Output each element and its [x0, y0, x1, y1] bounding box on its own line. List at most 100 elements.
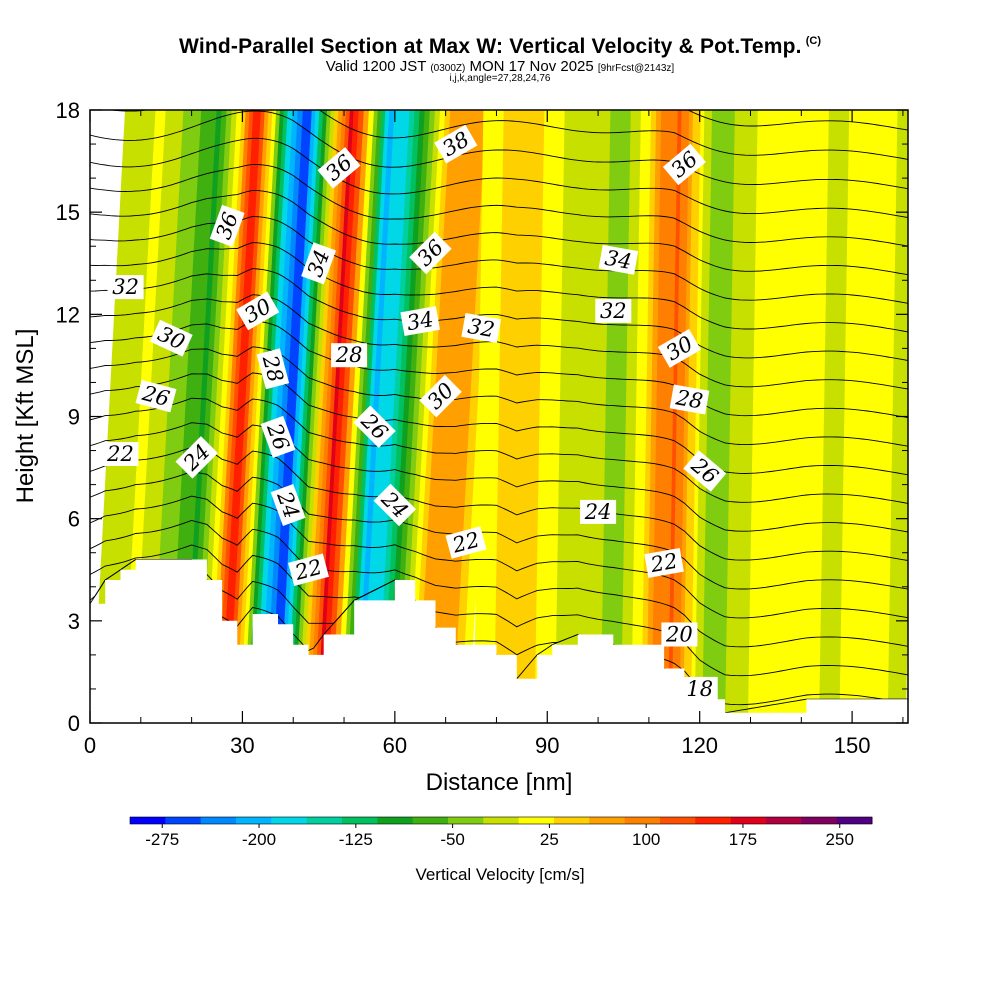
theta-contour-line: [90, 397, 908, 504]
contour-label: 34: [598, 244, 639, 275]
colorbar-tick-label: -50: [440, 830, 465, 849]
colorbar-swatch: [200, 817, 237, 824]
contour-label-text: 18: [686, 677, 713, 701]
contour-label-box: [598, 244, 639, 275]
x-tick-label: 90: [535, 733, 559, 758]
velocity-strip: [829, 110, 850, 723]
velocity-strip: [204, 110, 243, 723]
colorbar: -275 -200 -125 -50 25 100 175 250: [129, 816, 873, 849]
contour-label-box: [580, 499, 617, 524]
velocity-strip: [259, 110, 299, 723]
theta-contour-line: [90, 110, 908, 190]
velocity-strip: [270, 110, 309, 723]
contour-label: 24: [580, 499, 617, 524]
contour-label-box: [256, 348, 290, 390]
contour-label-box: [107, 275, 144, 300]
contour-label-text: 32: [112, 275, 139, 299]
valid-date: MON 17 Nov 2025: [469, 58, 594, 75]
contour-label-box: [175, 436, 218, 479]
contour-label-text: 32: [466, 314, 496, 342]
velocity-strip: [473, 110, 495, 723]
theta-contour-line: [90, 495, 908, 619]
contour-label: 22: [102, 442, 139, 466]
colorbar-frame: [129, 816, 873, 825]
velocity-strip: [694, 110, 709, 723]
contour-label-box: [644, 547, 684, 578]
contour-label-box: [681, 676, 718, 701]
velocity-strip: [768, 110, 789, 723]
contour-label-box: [236, 291, 280, 331]
chart-title-row: Wind-Parallel Section at Max W: Vertical…: [0, 36, 1000, 58]
velocity-strip: [869, 110, 890, 723]
terrain-mask: [90, 559, 908, 723]
theta-contour-line: [90, 320, 908, 419]
y-tick-label: 0: [68, 711, 80, 736]
contour-label-box: [301, 242, 337, 285]
colorbar-tick-label: 100: [632, 830, 660, 849]
velocity-strip: [209, 110, 247, 723]
valid-time: Valid 1200 JST: [325, 58, 427, 75]
contour-label: 22: [644, 547, 684, 578]
title-block: Wind-Parallel Section at Max W: Vertical…: [0, 36, 1000, 84]
contour-label-text: 34: [405, 307, 435, 335]
colorbar-title: Vertical Velocity [cm/s]: [415, 865, 584, 884]
velocity-strip: [686, 110, 702, 723]
y-axis-title: Height [Kft MSL]: [12, 329, 39, 504]
contour-label-box: [461, 313, 502, 343]
contour-label-box: [683, 450, 727, 492]
colorbar-swatch: [801, 817, 838, 824]
theta-contour-line: [90, 422, 908, 533]
velocity-strip: [849, 110, 871, 723]
theta-contour-line: [108, 110, 908, 160]
velocity-strip: [636, 110, 652, 723]
velocity-strip: [740, 110, 759, 723]
colorbar-swatch: [836, 817, 873, 824]
colorbar-swatch: [766, 817, 802, 824]
contour-label-box: [419, 374, 462, 418]
contour-label-box: [434, 124, 478, 164]
y-tick-label: 15: [56, 200, 80, 225]
colorbar-swatch: [483, 817, 520, 824]
contour-label: 18: [681, 676, 718, 701]
x-tick-label: 0: [84, 733, 96, 758]
theta-contour-line: [90, 163, 908, 247]
velocity-strip: [706, 110, 721, 723]
y-tick-label: 18: [56, 98, 80, 123]
contour-label-box: [317, 147, 361, 189]
velocity-strip: [747, 110, 769, 723]
velocity-strip: [778, 110, 799, 723]
velocity-strip: [859, 110, 881, 723]
theta-contour-line: [90, 520, 908, 648]
contour-label-text: 20: [665, 623, 693, 647]
velocity-strip: [371, 110, 411, 723]
colorbar-swatch: [412, 817, 449, 824]
colorbar-tick-label: 175: [729, 830, 757, 849]
velocity-strip: [216, 110, 254, 723]
contour-label: 26: [135, 379, 177, 413]
chart-subtitle: Valid 1200 JST (0300Z) MON 17 Nov 2025 […: [0, 59, 1000, 74]
contour-label-text: 24: [584, 500, 612, 524]
contour-label-box: [102, 442, 139, 466]
valid-time-utc: (0300Z): [430, 63, 466, 74]
theta-contour-line: [90, 137, 908, 218]
contour-label-box: [260, 415, 296, 458]
contour-label-box: [209, 204, 245, 247]
velocity-strip: [565, 110, 586, 723]
colorbar-tick-label: -200: [242, 830, 276, 849]
velocity-strip: [493, 110, 515, 723]
contour-label-text: 28: [335, 343, 363, 367]
velocity-strip: [725, 110, 744, 723]
contour-label-text: 22: [106, 442, 134, 466]
velocity-strip: [788, 110, 810, 723]
contour-label: 28: [256, 348, 290, 390]
velocity-strip: [554, 110, 576, 723]
colorbar-swatch: [448, 817, 484, 824]
section-indices: i,j,k,angle=27,28,24,76: [449, 73, 551, 84]
contour-label-text: 28: [673, 385, 704, 413]
velocity-strip: [713, 110, 728, 723]
velocity-strip: [709, 110, 725, 723]
x-tick-label: 150: [834, 733, 871, 758]
y-tick-label: 12: [56, 302, 80, 327]
